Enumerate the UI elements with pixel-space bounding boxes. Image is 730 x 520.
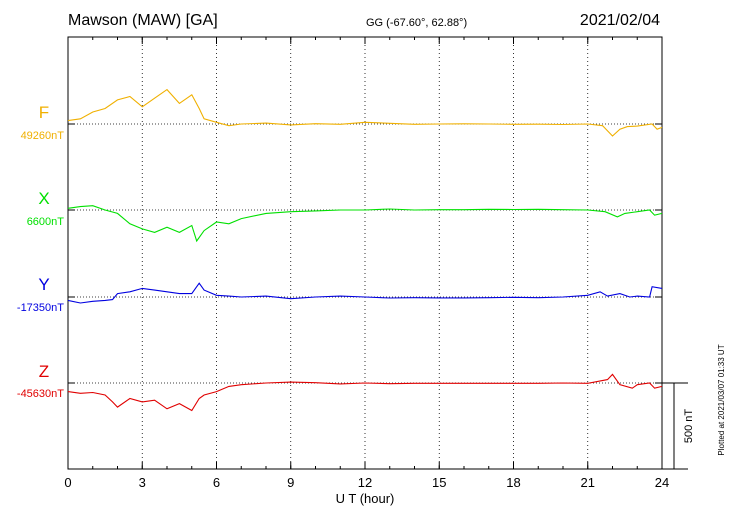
series-labels: F 49260nT X 6600nT Y -17350nT Z -45630nT: [17, 103, 64, 400]
grid-lines: [68, 37, 662, 469]
x-axis-label: U T (hour): [336, 491, 395, 506]
x-tick-label: 3: [139, 475, 146, 490]
series-name-x: X: [38, 189, 49, 208]
x-axis-ticks: 0 3 6 9 12 15 18 21 24: [64, 37, 669, 490]
x-tick-label: 15: [432, 475, 446, 490]
scale-bar-label: 500 nT: [683, 409, 695, 444]
x-tick-label: 21: [581, 475, 595, 490]
series-name-f: F: [39, 103, 49, 122]
series-name-y: Y: [38, 275, 49, 294]
series-baseline-y: -17350nT: [17, 302, 64, 314]
x-tick-label: 6: [213, 475, 220, 490]
series-baseline-z: -45630nT: [17, 388, 64, 400]
series-baseline-f: 49260nT: [21, 130, 65, 142]
x-tick-label: 0: [64, 475, 71, 490]
chart-date: 2021/02/04: [579, 12, 660, 29]
scale-bar: 500 nT: [662, 382, 695, 470]
series-line-x: [67, 205, 663, 243]
x-tick-label: 18: [506, 475, 520, 490]
series-layer: [67, 88, 663, 412]
series-baseline-x: 6600nT: [27, 216, 65, 228]
chart-title: Mawson (MAW) [GA]: [68, 12, 218, 29]
plotted-note: Plotted at 2021/03/07 01:33 UT: [717, 344, 726, 455]
x-tick-label: 9: [287, 475, 294, 490]
series-line-f: [67, 88, 663, 137]
station-coordinates: GG (-67.60°, 62.88°): [366, 17, 468, 29]
x-tick-label: 24: [655, 475, 669, 490]
series-line-z: [67, 373, 663, 412]
series-line-y: [67, 282, 663, 304]
x-tick-label: 12: [358, 475, 372, 490]
series-name-z: Z: [39, 362, 49, 381]
